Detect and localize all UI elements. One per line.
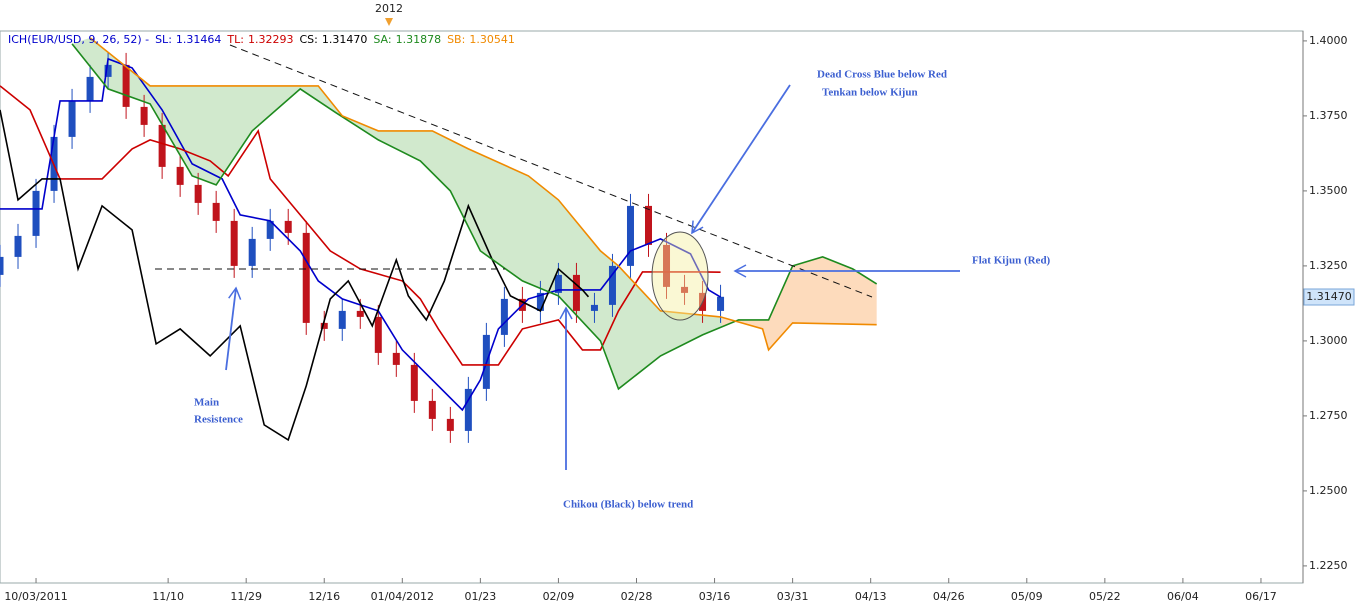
- x-tick-label: 11/10: [152, 590, 184, 603]
- y-tick-label: 1.2750: [1309, 409, 1348, 422]
- x-tick-label: 11/29: [230, 590, 262, 603]
- x-tick-label: 02/09: [543, 590, 575, 603]
- x-tick-label: 04/13: [855, 590, 887, 603]
- annotation: Flat Kijun (Red): [972, 255, 1051, 267]
- candle-body: [14, 235, 22, 257]
- candle-body: [248, 238, 256, 266]
- candle-body: [356, 310, 364, 317]
- candle-body: [608, 265, 616, 305]
- candle-body: [194, 184, 202, 203]
- candle-body: [717, 296, 725, 311]
- candle-body: [140, 106, 148, 125]
- candle-body: [644, 205, 652, 245]
- candle-body: [68, 100, 76, 137]
- annotation: Dead Cross Blue below Red: [817, 69, 947, 81]
- x-tick-label: 05/09: [1011, 590, 1043, 603]
- x-tick-label: 06/04: [1167, 590, 1199, 603]
- candle-body: [572, 274, 580, 311]
- annotation: Main: [194, 397, 219, 409]
- trend-line: [229, 44, 873, 298]
- header-text: 1.32293: [248, 33, 294, 46]
- candle-body: [176, 166, 184, 185]
- current-price: 1.31470: [1306, 290, 1352, 303]
- x-tick-label: 12/16: [308, 590, 340, 603]
- candle-body: [536, 292, 544, 311]
- cloud-bullish: [72, 37, 722, 389]
- arrow: [225, 286, 242, 371]
- annotation: Resistence: [194, 414, 243, 426]
- header-text: SB:: [447, 33, 465, 46]
- arrow: [691, 84, 791, 235]
- candle-body: [590, 304, 598, 311]
- cloud: [72, 37, 877, 389]
- indicator-header: ICH(EUR/USD, 9, 26, 52) - SL: 1.31464 TL: 1.…: [8, 33, 515, 46]
- header-text: CS:: [299, 33, 317, 46]
- candle-body: [338, 310, 346, 329]
- candle-body: [158, 124, 166, 167]
- candle-body: [626, 205, 634, 266]
- x-tick-label: 03/16: [699, 590, 731, 603]
- header-text: SL:: [155, 33, 172, 46]
- annotation: Tenkan below Kijun: [822, 87, 918, 99]
- candle-body: [104, 64, 112, 77]
- y-tick-label: 1.4000: [1309, 34, 1348, 47]
- y-tick-label: 1.3250: [1309, 259, 1348, 272]
- indicator-line: [89, 37, 877, 352]
- x-tick-label: 05/22: [1089, 590, 1121, 603]
- candle-body: [500, 298, 508, 335]
- candle-body: [212, 202, 220, 221]
- candle-body: [0, 256, 4, 275]
- candle-body: [284, 220, 292, 233]
- header-text: ICH(EUR/USD, 9, 26, 52) -: [8, 33, 149, 46]
- candle-body: [266, 220, 274, 239]
- candle-body: [302, 232, 310, 323]
- header-text: TL:: [226, 33, 244, 46]
- header-text: 1.31470: [322, 33, 368, 46]
- year-marker: 2012: [375, 2, 403, 15]
- candle-body: [392, 352, 400, 365]
- y-tick-label: 1.3000: [1309, 334, 1348, 347]
- candle-body: [86, 76, 94, 101]
- header-text: 1.31464: [176, 33, 222, 46]
- candle-body: [374, 316, 382, 353]
- candle-body: [320, 322, 328, 329]
- candle-body: [428, 400, 436, 419]
- candle-body: [464, 388, 472, 431]
- x-tick-label: 10/03/2011: [4, 590, 67, 603]
- x-tick-label: 04/26: [933, 590, 965, 603]
- indicator-line: [71, 43, 878, 391]
- candle-body: [410, 364, 418, 401]
- candle-body: [554, 274, 562, 293]
- header-text: SA:: [373, 33, 391, 46]
- candle-body: [122, 64, 130, 107]
- x-tick-label: 01/04/2012: [371, 590, 434, 603]
- current-price-box: [1303, 288, 1355, 306]
- x-tick-label: 06/17: [1245, 590, 1277, 603]
- year-marker-icon: [385, 18, 393, 26]
- annotation: Chikou (Black) below trend: [563, 499, 693, 511]
- y-tick-label: 1.2500: [1309, 484, 1348, 497]
- indicator-line: [0, 109, 590, 442]
- x-tick-label: 02/28: [621, 590, 653, 603]
- x-tick-label: 03/31: [777, 590, 809, 603]
- candle-body: [681, 286, 689, 293]
- candle-body: [663, 244, 671, 287]
- x-tick-label: 01/23: [465, 590, 497, 603]
- y-tick-label: 1.3750: [1309, 109, 1348, 122]
- cloud-bearish: [722, 256, 877, 350]
- candle-body: [230, 220, 238, 266]
- header-text: 1.31878: [396, 33, 442, 46]
- y-tick-label: 1.3500: [1309, 184, 1348, 197]
- candle-body: [446, 418, 454, 431]
- header-text: 1.30541: [469, 33, 515, 46]
- y-tick-label: 1.2250: [1309, 559, 1348, 572]
- candle-body: [32, 190, 40, 236]
- highlight-ellipse: [651, 231, 709, 321]
